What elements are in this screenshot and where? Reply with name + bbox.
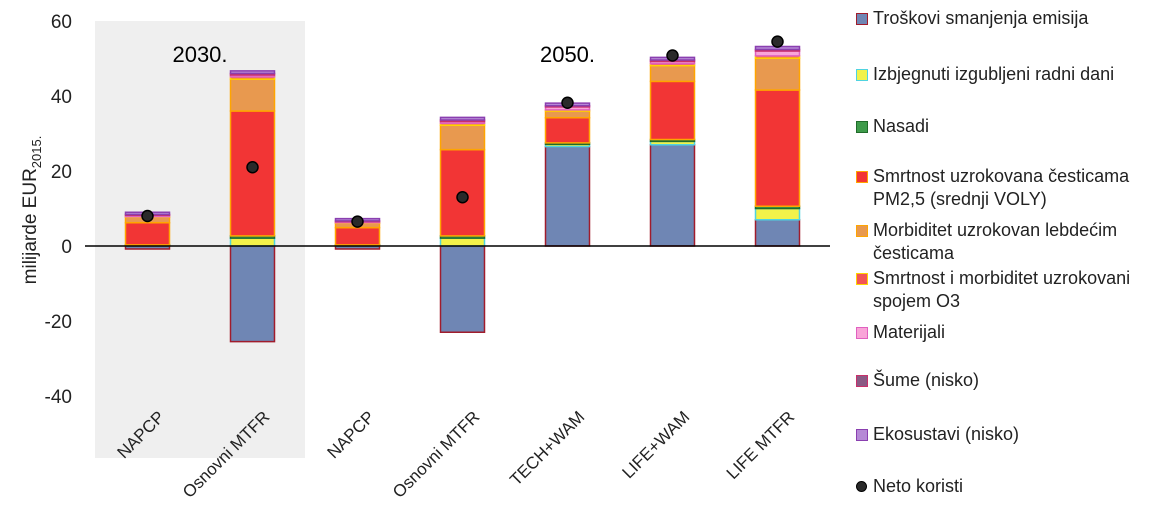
y-axis-label-main: milijarde EUR <box>20 168 41 284</box>
bar-segment <box>649 80 696 141</box>
legend-swatch <box>856 273 868 285</box>
legend-item: Troškovi smanjenja emisija <box>856 7 1156 30</box>
y-tick-label: -20 <box>45 312 72 333</box>
legend-item: Šume (nisko) <box>856 369 1156 392</box>
bar-segment <box>754 89 801 207</box>
bar-segment <box>229 70 276 75</box>
bar-segment <box>334 226 381 246</box>
group-label: 2050. <box>540 42 595 67</box>
bar-segment <box>439 116 486 121</box>
y-axis-ticks: -40 -20 0 20 40 60 <box>45 12 72 408</box>
legend-item: Morbiditet uzrokovan lebdećim česticama <box>856 219 1156 265</box>
legend-label: Materijali <box>873 322 946 342</box>
legend-item: Izbjegnuti izgubljeni radni dani <box>856 63 1156 86</box>
bar-segment <box>229 237 276 247</box>
legend-swatch <box>856 429 868 441</box>
legend-label: Neto koristi <box>873 476 964 496</box>
net-benefit-dot <box>456 191 469 204</box>
legend-swatch <box>856 225 868 237</box>
bar-segment <box>544 110 591 119</box>
net-benefit-dot <box>351 215 364 228</box>
legend-label: Izbjegnuti izgubljeni radni dani <box>873 64 1115 84</box>
bar-segment <box>439 237 486 247</box>
bar-segment <box>649 64 696 83</box>
legend-label: Smrtnost i morbiditet uzrokovani spojem … <box>873 268 1131 311</box>
bar-segment <box>439 245 486 333</box>
legend-label: Nasadi <box>873 116 930 136</box>
net-benefit-dot <box>771 35 784 48</box>
group-labels: 2030. 2050. <box>172 42 595 67</box>
bar-segment <box>754 219 801 247</box>
x-tick-label: TECH+WAM <box>506 407 588 489</box>
legend-swatch <box>856 171 868 183</box>
bar-segment <box>544 145 591 247</box>
bar-segment <box>439 124 486 151</box>
legend-item: Neto koristi <box>856 475 1156 498</box>
legend-item: Materijali <box>856 321 1156 344</box>
legend-item: Nasadi <box>856 115 1156 138</box>
legend-label: Šume (nisko) <box>873 370 980 390</box>
bar-segment <box>544 117 591 144</box>
y-tick-label: 20 <box>51 162 72 183</box>
bar-segment <box>754 57 801 91</box>
bar-segment <box>229 245 276 343</box>
legend-label: Smrtnost uzrokovana česticama PM2,5 (sre… <box>873 166 1130 209</box>
bar-segment <box>754 207 801 221</box>
net-benefit-markers <box>141 35 784 228</box>
x-tick-label: Osnovni MTFR <box>389 407 483 501</box>
net-benefit-dot <box>246 161 259 174</box>
x-tick-label: LIFE MTFR <box>723 407 799 483</box>
y-axis-label: milijarde EUR2015. <box>20 136 44 285</box>
legend-swatch <box>856 375 868 387</box>
y-tick-label: -40 <box>45 387 72 408</box>
y-tick-label: 40 <box>51 87 72 108</box>
x-tick-label: LIFE+WAM <box>619 407 694 482</box>
y-tick-label: 60 <box>51 12 72 33</box>
legend-dot <box>856 481 867 492</box>
net-benefit-dot <box>561 96 574 109</box>
net-benefit-dot <box>666 49 679 62</box>
legend-label: Troškovi smanjenja emisija <box>873 8 1089 28</box>
x-tick-label: NAPCP <box>323 407 378 462</box>
y-tick-label: 0 <box>61 237 72 258</box>
legend-item: Smrtnost i morbiditet uzrokovani spojem … <box>856 267 1156 313</box>
group-label: 2030. <box>172 42 227 67</box>
legend-label: Ekosustavi (nisko) <box>873 424 1020 444</box>
legend-swatch <box>856 69 868 81</box>
legend-item: Ekosustavi (nisko) <box>856 423 1156 446</box>
legend-label: Morbiditet uzrokovan lebdećim česticama <box>873 220 1118 263</box>
bar-segment <box>649 144 696 247</box>
legend-swatch <box>856 327 868 339</box>
net-benefit-dot <box>141 209 154 223</box>
legend-swatch <box>856 13 868 25</box>
bar-segment <box>124 222 171 246</box>
legend-item: Smrtnost uzrokovana česticama PM2,5 (sre… <box>856 165 1156 211</box>
legend-swatch <box>856 121 868 133</box>
y-axis-label-sub: 2015. <box>29 136 44 169</box>
bar-segment <box>229 78 276 112</box>
